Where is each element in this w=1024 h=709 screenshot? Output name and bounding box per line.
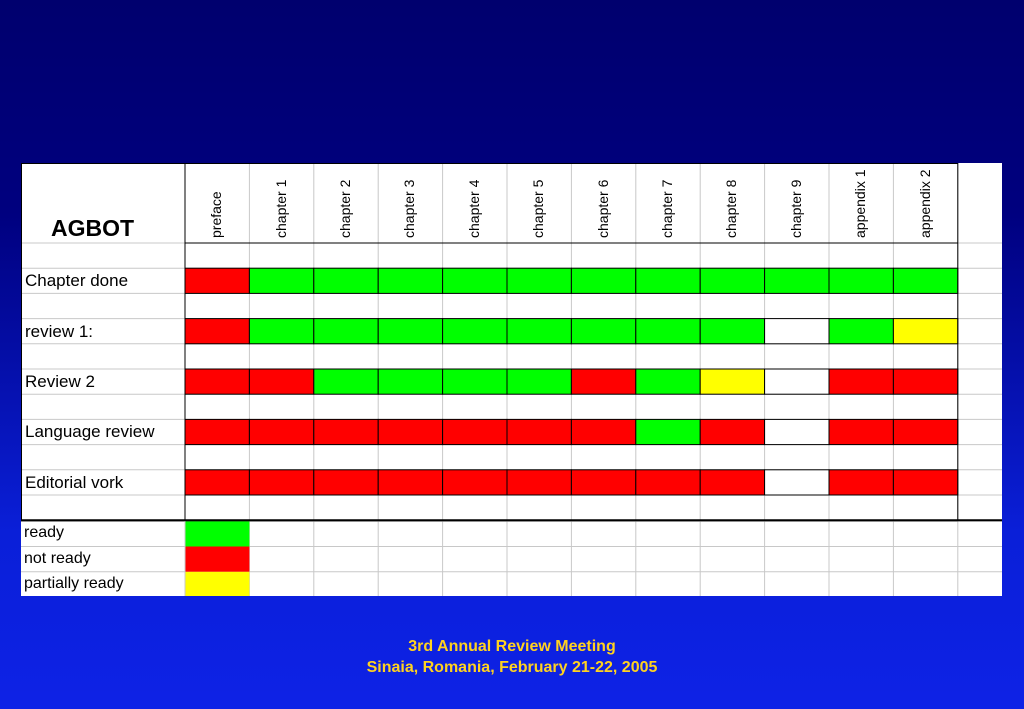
- status-cell: [506, 368, 572, 395]
- column-header: preface: [208, 191, 225, 238]
- row-label: Chapter done: [25, 271, 129, 291]
- status-cell: [506, 469, 572, 496]
- status-cell: [635, 267, 701, 294]
- sheet-title: AGBOT: [51, 215, 135, 241]
- legend-label: partially ready: [24, 574, 124, 592]
- status-cell: [764, 267, 830, 294]
- status-cell: [764, 368, 830, 395]
- row-label: Language review: [25, 422, 155, 442]
- status-cell: [442, 469, 508, 496]
- status-cell: [184, 267, 250, 294]
- status-grid: [21, 163, 1002, 596]
- status-cell: [635, 469, 701, 496]
- status-cell: [248, 469, 315, 496]
- status-cell: [184, 418, 250, 446]
- status-cell: [377, 368, 444, 395]
- status-cell: [442, 318, 508, 345]
- column-header: chapter 9: [787, 179, 804, 238]
- status-cell: [184, 318, 250, 345]
- status-cell: [892, 267, 959, 294]
- status-cell: [892, 368, 959, 395]
- status-cell: [377, 469, 444, 496]
- status-cell: [442, 418, 508, 446]
- column-header: chapter 8: [723, 179, 740, 238]
- slide-footer: 3rd Annual Review Meeting Sinaia, Romani…: [0, 636, 1024, 678]
- status-cell: [570, 469, 637, 496]
- status-cell: [764, 418, 830, 446]
- status-cell: [506, 318, 572, 345]
- row-label: Editorial vork: [25, 472, 124, 492]
- status-cell: [764, 318, 830, 345]
- legend-swatch: [185, 571, 250, 596]
- status-cell: [699, 368, 766, 395]
- status-cell: [248, 267, 315, 294]
- status-cell: [699, 318, 766, 345]
- status-cell: [313, 267, 379, 294]
- status-cell: [570, 368, 637, 395]
- status-cell: [699, 469, 766, 496]
- footer-line-2: Sinaia, Romania, February 21-22, 2005: [366, 659, 658, 676]
- column-header: chapter 6: [594, 179, 611, 238]
- status-cell: [506, 418, 572, 446]
- status-cell: [377, 267, 444, 294]
- column-header: appendix 1: [852, 169, 869, 238]
- status-cell: [828, 418, 894, 446]
- status-cell: [892, 469, 959, 496]
- legend-swatch: [185, 546, 250, 572]
- status-cell: [699, 418, 766, 446]
- status-cell: [377, 418, 444, 446]
- row-label: Review 2: [25, 372, 95, 391]
- status-cell: [828, 318, 894, 345]
- column-header: appendix 2: [916, 169, 933, 238]
- status-cell: [699, 267, 766, 294]
- status-cell: [313, 469, 379, 496]
- status-spreadsheet: AGBOT Chapter done review 1: Review 2 Langu…: [21, 163, 1002, 596]
- status-cell: [313, 418, 379, 446]
- row-label: review 1:: [25, 321, 94, 341]
- column-header: chapter 4: [465, 179, 482, 238]
- status-cell: [764, 469, 830, 496]
- status-cell: [635, 418, 701, 446]
- status-cell: [313, 318, 379, 345]
- status-cell: [506, 267, 572, 294]
- status-cell: [248, 368, 315, 395]
- column-header: chapter 5: [530, 179, 547, 238]
- status-cell: [570, 318, 637, 345]
- legend-label: not ready: [24, 549, 91, 567]
- status-cell: [570, 267, 637, 294]
- status-cell: [892, 418, 959, 446]
- status-cell: [635, 318, 701, 345]
- status-cell: [248, 418, 315, 446]
- column-header: chapter 3: [401, 179, 418, 238]
- status-cell: [313, 368, 379, 395]
- status-cell: [442, 368, 508, 395]
- status-cell: [248, 318, 315, 345]
- legend-label: ready: [24, 524, 65, 542]
- status-cell: [442, 267, 508, 294]
- status-cell: [184, 469, 250, 496]
- status-cell: [377, 318, 444, 345]
- column-header: chapter 2: [337, 179, 353, 238]
- status-cell: [184, 368, 250, 395]
- status-cell: [635, 368, 701, 395]
- legend-swatch: [185, 521, 250, 547]
- status-cell: [892, 318, 959, 345]
- footer-line-1: 3rd Annual Review Meeting: [408, 638, 616, 655]
- status-cell: [570, 418, 637, 446]
- status-cell: [828, 267, 894, 294]
- status-cell: [828, 368, 894, 395]
- column-header: chapter 7: [659, 179, 675, 238]
- status-cell: [828, 469, 894, 496]
- column-header: chapter 1: [272, 179, 289, 238]
